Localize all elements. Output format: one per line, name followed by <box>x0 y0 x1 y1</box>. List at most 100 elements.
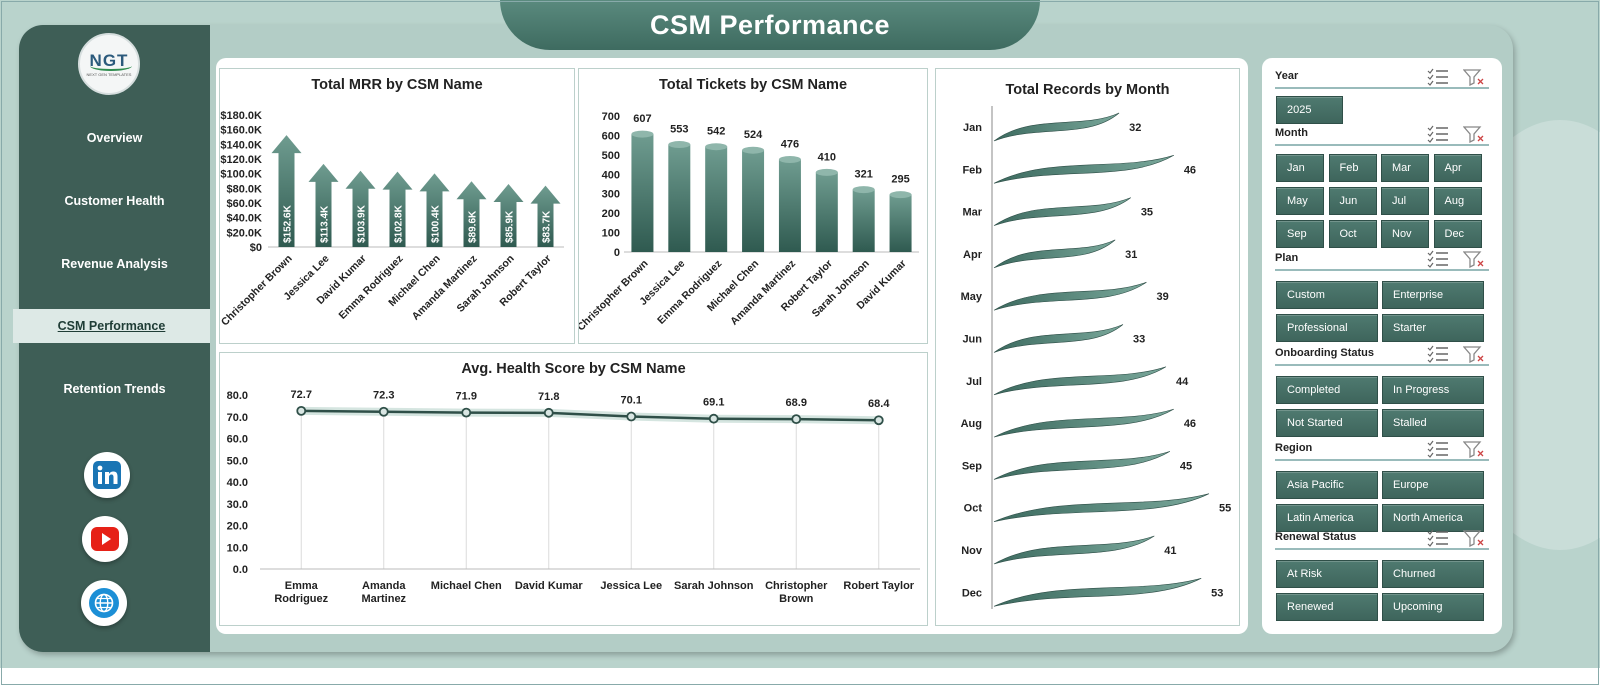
slicer-item[interactable]: Aug <box>1433 187 1482 215</box>
slicer-header-month: Month <box>1275 124 1489 146</box>
y-tick-label: Sep <box>962 460 982 472</box>
data-label: 410 <box>818 151 836 163</box>
data-label: 32 <box>1129 122 1141 134</box>
multi-select-button[interactable] <box>1427 68 1449 91</box>
clear-filter-button[interactable] <box>1462 345 1485 368</box>
nav-revenue-analysis[interactable]: Revenue Analysis <box>61 257 168 271</box>
data-point <box>626 411 637 422</box>
slicer-item[interactable]: Sep <box>1276 220 1324 248</box>
data-label: 53 <box>1211 587 1223 599</box>
slicer-item[interactable]: Apr <box>1433 154 1482 182</box>
slicer-item[interactable]: Not Started <box>1276 409 1378 437</box>
slicer-item[interactable]: Starter <box>1382 314 1484 342</box>
multi-select-button[interactable] <box>1427 529 1449 552</box>
y-tick-label: 400 <box>602 169 620 181</box>
x-tick-label: David Kumar <box>515 580 584 592</box>
records-chart-title: Total Records by Month <box>1005 82 1170 98</box>
slicer-item[interactable]: Latin America <box>1276 504 1378 532</box>
slicer-item[interactable]: Feb <box>1328 154 1377 182</box>
multi-select-icon <box>1427 68 1448 86</box>
slicer-item[interactable]: Jun <box>1328 187 1377 215</box>
slicer-item[interactable]: Professional <box>1276 314 1378 342</box>
linkedin-button[interactable] <box>84 452 130 498</box>
nav-retention-trends[interactable]: Retention Trends <box>63 382 166 396</box>
slicer-header-region: Region <box>1275 439 1489 461</box>
data-label: $102.8K <box>394 204 405 243</box>
nav-csm-performance[interactable]: CSM Performance <box>13 309 210 343</box>
clear-filter-button[interactable] <box>1462 250 1485 273</box>
data-label: 68.9 <box>786 397 807 409</box>
bar-mark <box>993 239 1116 269</box>
x-tick-label: Brown <box>779 593 814 605</box>
bar-mark <box>705 146 728 252</box>
slicer-item[interactable]: At Risk <box>1276 560 1378 588</box>
data-point <box>708 413 719 424</box>
y-tick-label: 40.0 <box>227 477 248 489</box>
slicer-item[interactable]: In Progress <box>1382 376 1484 404</box>
slicer-item[interactable]: Custom <box>1276 281 1378 309</box>
clear-filter-button[interactable] <box>1462 125 1485 148</box>
linkedin-icon <box>93 461 121 489</box>
bar-mark <box>530 185 561 247</box>
slicer-item[interactable]: May <box>1276 187 1324 215</box>
title-banner: CSM Performance <box>500 0 1040 50</box>
slicer-item[interactable]: Mar <box>1381 154 1429 182</box>
logo-tagline: NEXT GEN TEMPLATES <box>86 72 132 77</box>
multi-select-button[interactable] <box>1427 125 1449 148</box>
bar-mark <box>993 493 1210 522</box>
bar-mark <box>993 535 1155 565</box>
slicer-item[interactable]: Upcoming <box>1382 593 1484 621</box>
slicer-item[interactable]: Stalled <box>1382 409 1484 437</box>
multi-select-button[interactable] <box>1427 440 1449 463</box>
bar-mark <box>345 170 376 247</box>
slicer-item[interactable]: Asia Pacific <box>1276 471 1378 499</box>
y-tick-label: $40.0K <box>227 213 263 225</box>
bar-mark <box>889 194 912 252</box>
nav-customer-health[interactable]: Customer Health <box>64 194 165 208</box>
slicer-item[interactable]: Jul <box>1381 187 1429 215</box>
multi-select-button[interactable] <box>1427 250 1449 273</box>
slicer-item[interactable]: Oct <box>1328 220 1377 248</box>
globe-icon <box>89 588 119 618</box>
bar-mark <box>778 159 801 252</box>
slicer-item[interactable]: Dec <box>1433 220 1482 248</box>
y-tick-label: Feb <box>962 164 982 176</box>
x-tick-label: Robert Taylor <box>843 580 914 592</box>
bar-mark <box>493 184 524 247</box>
slicer-item[interactable]: Europe <box>1382 471 1484 499</box>
clear-filter-icon <box>1462 346 1484 364</box>
clear-filter-button[interactable] <box>1462 529 1485 552</box>
slicer-item[interactable]: Completed <box>1276 376 1378 404</box>
data-point <box>378 406 389 417</box>
nav-overview[interactable]: Overview <box>86 131 143 145</box>
bar-cap <box>705 143 728 151</box>
youtube-button[interactable] <box>82 516 128 562</box>
slicer-item[interactable]: 2025 <box>1276 96 1343 124</box>
y-tick-label: $140.0K <box>220 139 262 151</box>
slicer-item[interactable]: Jan <box>1276 154 1324 182</box>
multi-select-icon <box>1427 125 1448 143</box>
y-tick-label: 300 <box>602 189 620 201</box>
slicer-item[interactable]: Churned <box>1382 560 1484 588</box>
data-label: 542 <box>707 126 725 138</box>
data-label: $85.9K <box>505 210 516 243</box>
data-label: 55 <box>1219 503 1231 515</box>
records-chart-svg: Jan 32 Feb 46 Mar 35 Apr 31 May 39 Jun 33 Jul 44 Aug 46… <box>961 106 1231 609</box>
website-button[interactable] <box>81 580 127 626</box>
slicer-item[interactable]: Renewed <box>1276 593 1378 621</box>
slicer-item[interactable]: North America <box>1382 504 1484 532</box>
slicer-item[interactable]: Enterprise <box>1382 281 1484 309</box>
records-chart: Total Records by Month Jan 32 Feb 46 Mar 35 Ap… <box>935 68 1240 626</box>
health-chart-svg: 0.0 10.0 20.0 30.0 40.0 50.0 60.0 70.0 80.0 72.7 E… <box>227 389 920 605</box>
clear-filter-button[interactable] <box>1462 440 1485 463</box>
slicer-item[interactable]: Nov <box>1381 220 1429 248</box>
y-tick-label: Apr <box>963 249 983 261</box>
multi-select-button[interactable] <box>1427 345 1449 368</box>
logo[interactable]: NGT NEXT GEN TEMPLATES <box>78 33 140 95</box>
bar-mark <box>419 173 450 247</box>
clear-filter-button[interactable] <box>1462 68 1485 91</box>
data-label: 45 <box>1180 460 1192 472</box>
data-label: $113.4K <box>320 205 331 243</box>
slicer-header-onboarding: Onboarding Status <box>1275 344 1489 366</box>
